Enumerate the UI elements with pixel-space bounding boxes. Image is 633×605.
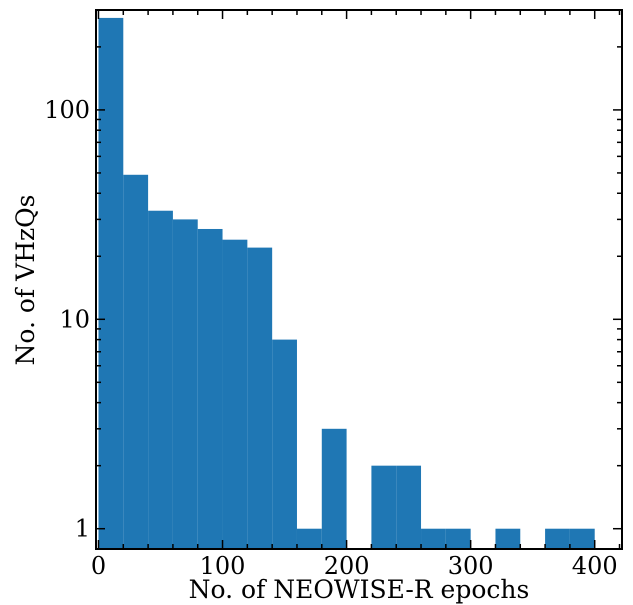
histogram-bar <box>569 528 595 549</box>
histogram-bar <box>222 239 248 549</box>
y-tick-labels: 1 10 100 <box>44 96 90 543</box>
histogram-bar <box>421 528 446 549</box>
x-tick-label: 100 <box>200 552 246 580</box>
x-tick-labels: 0 100 200 300 400 <box>91 552 618 580</box>
histogram-bar <box>321 428 347 549</box>
y-axis-label: No. of VHzQs <box>11 195 40 366</box>
x-tick-label: 400 <box>572 552 618 580</box>
histogram-bar <box>272 339 297 549</box>
x-tick-label: 200 <box>324 552 370 580</box>
histogram-bar <box>172 219 198 549</box>
x-axis-label: No. of NEOWISE-R epochs <box>189 575 530 604</box>
histogram-bar <box>296 528 322 549</box>
histogram-bar <box>98 17 124 549</box>
y-tick-label: 1 <box>75 515 90 543</box>
y-tick-label: 100 <box>44 96 90 124</box>
histogram-bars <box>98 17 595 550</box>
histogram-bar <box>495 528 521 549</box>
histogram-bar <box>197 228 223 549</box>
histogram-bar <box>247 247 273 550</box>
x-tick-label: 300 <box>448 552 494 580</box>
histogram-bar <box>396 465 422 549</box>
histogram-bar <box>371 465 397 549</box>
histogram-bar <box>545 528 570 549</box>
axis-ticks <box>96 9 622 549</box>
histogram-bar <box>148 210 173 549</box>
histogram-bar <box>123 174 149 549</box>
x-tick-label: 0 <box>91 552 106 580</box>
histogram-bar <box>445 528 471 549</box>
y-tick-label: 10 <box>59 305 90 333</box>
plot-frame <box>95 9 623 550</box>
